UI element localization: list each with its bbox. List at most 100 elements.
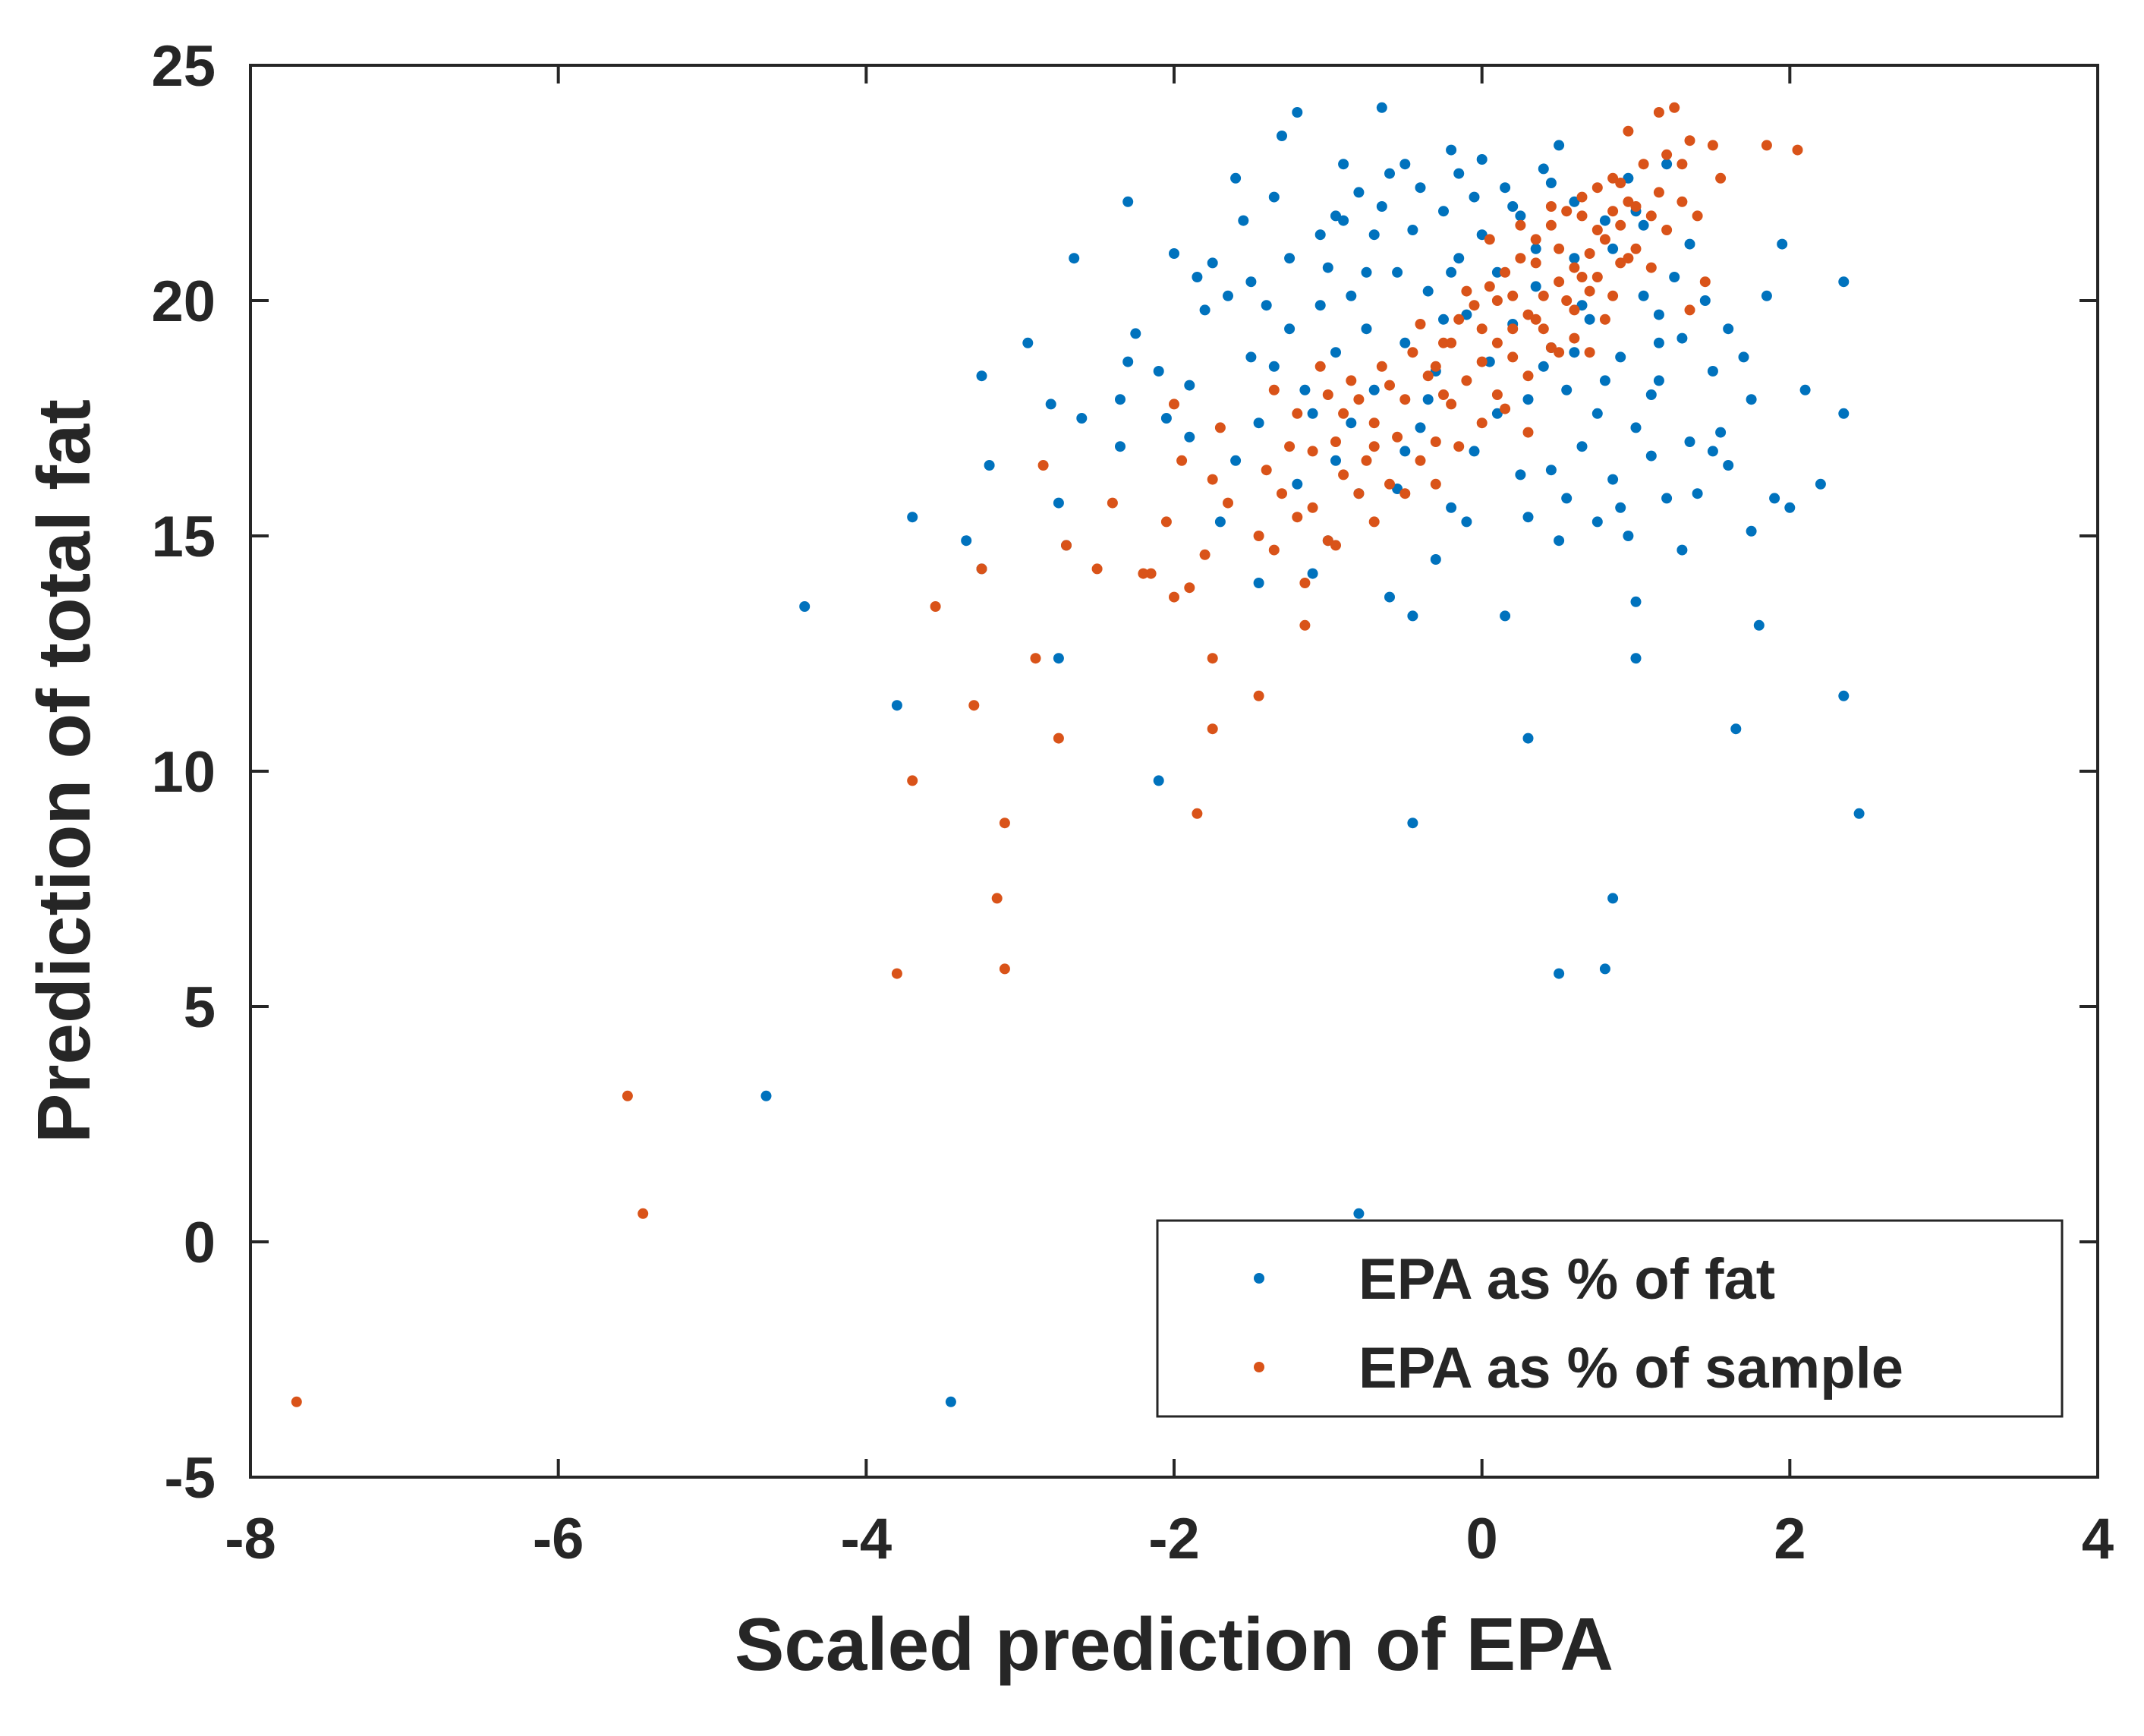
data-point [1453, 313, 1465, 325]
data-point [1545, 201, 1557, 212]
data-point [1554, 535, 1565, 547]
data-point [1599, 313, 1610, 325]
data-point [1584, 313, 1595, 325]
data-point [1569, 347, 1580, 358]
data-point [1623, 196, 1634, 207]
data-point [1838, 276, 1850, 288]
data-point [1353, 488, 1365, 499]
data-point [1522, 512, 1534, 523]
data-point [1615, 502, 1626, 513]
data-point [1638, 219, 1649, 231]
data-point [1230, 172, 1242, 184]
data-point [1653, 337, 1664, 348]
data-point [1199, 304, 1211, 316]
data-point [1430, 436, 1441, 447]
data-point [1268, 191, 1280, 203]
data-point [1507, 290, 1519, 301]
data-point [1599, 215, 1610, 226]
data-point [1122, 196, 1134, 207]
data-point [1392, 484, 1403, 494]
data-point [1491, 266, 1503, 278]
data-point [1522, 427, 1534, 438]
data-point [1623, 253, 1634, 264]
data-point [1522, 309, 1534, 320]
data-point [1461, 516, 1472, 528]
data-point [1407, 347, 1418, 358]
data-point [1630, 653, 1642, 664]
data-point [1630, 596, 1642, 607]
data-point [1838, 690, 1850, 701]
data-point [1376, 201, 1387, 212]
data-point [945, 1396, 956, 1407]
data-point [1245, 276, 1257, 288]
data-point [1314, 361, 1326, 372]
data-point [1430, 554, 1441, 565]
data-point [1692, 210, 1703, 222]
data-point [1245, 351, 1257, 363]
data-point [1022, 337, 1034, 348]
data-point [1645, 210, 1657, 222]
data-point [1484, 356, 1495, 367]
data-point [1545, 342, 1557, 353]
data-point [1415, 455, 1426, 466]
data-point [1207, 474, 1218, 485]
data-point [1623, 125, 1634, 137]
data-point [1330, 540, 1341, 551]
data-point [1591, 516, 1603, 528]
data-point [1368, 417, 1380, 429]
data-point [1591, 272, 1603, 282]
data-point [1615, 257, 1626, 269]
data-point [1645, 262, 1657, 273]
data-point [1176, 455, 1188, 466]
x-tick-label: 0 [1466, 1507, 1498, 1571]
data-point [760, 1090, 772, 1101]
data-point [1169, 591, 1179, 603]
data-point [1430, 478, 1441, 490]
data-point [1684, 304, 1695, 316]
data-point [1645, 389, 1657, 400]
data-point [1422, 394, 1434, 405]
data-point [1615, 351, 1626, 363]
data-point [1599, 963, 1610, 975]
data-point [799, 601, 811, 612]
data-point [1784, 502, 1796, 513]
data-point [1322, 389, 1333, 400]
data-point [1122, 356, 1134, 367]
data-point [1368, 516, 1380, 528]
data-point [1491, 337, 1503, 348]
y-tick-label: 20 [151, 269, 216, 334]
data-point [1115, 441, 1126, 452]
data-point [1591, 182, 1603, 194]
data-point [1446, 144, 1457, 156]
data-point [907, 775, 918, 786]
data-point [1438, 337, 1449, 348]
data-point [1415, 319, 1426, 329]
data-point [1169, 248, 1179, 259]
data-point [1253, 578, 1264, 588]
y-tick-label: -5 [164, 1446, 216, 1511]
data-point [1554, 140, 1565, 151]
data-point [1730, 723, 1742, 735]
data-point [1361, 266, 1372, 278]
data-point [1576, 300, 1588, 311]
data-point [976, 370, 987, 382]
data-point [1469, 300, 1480, 311]
data-point [1292, 478, 1303, 490]
data-point [1561, 493, 1573, 504]
data-point [1438, 389, 1449, 400]
data-point [991, 893, 1003, 904]
data-point [1661, 493, 1673, 504]
data-point [1330, 210, 1341, 222]
data-point [1723, 323, 1734, 335]
data-point [1153, 366, 1164, 377]
data-point [1261, 465, 1272, 476]
data-point [1399, 337, 1411, 348]
data-point [1446, 266, 1457, 278]
data-point [907, 512, 918, 523]
data-point [1792, 144, 1803, 156]
data-point [1507, 201, 1519, 212]
data-point [999, 818, 1010, 829]
data-point [1207, 653, 1218, 664]
data-point [1214, 516, 1226, 528]
